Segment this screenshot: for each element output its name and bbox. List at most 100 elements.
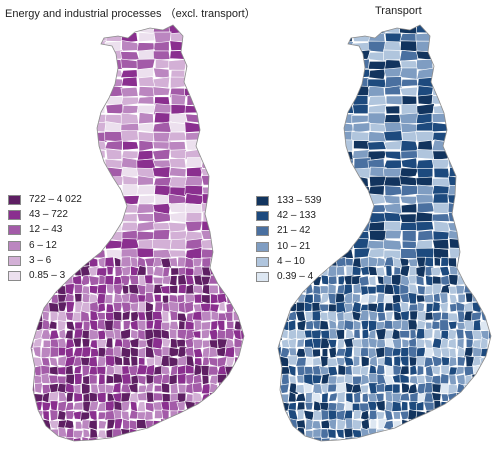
municipality-region bbox=[360, 384, 370, 394]
municipality-region bbox=[287, 149, 306, 161]
municipality-region bbox=[121, 40, 140, 52]
municipality-region bbox=[120, 346, 132, 359]
municipality-region bbox=[479, 58, 491, 70]
municipality-region bbox=[105, 58, 124, 71]
municipality-region bbox=[320, 33, 339, 43]
municipality-region bbox=[57, 67, 74, 79]
municipality-region bbox=[121, 310, 131, 321]
municipality-region bbox=[170, 76, 187, 89]
municipality-region bbox=[216, 168, 236, 178]
municipality-region bbox=[201, 202, 219, 213]
municipality-region bbox=[48, 356, 59, 368]
municipality-region bbox=[457, 356, 466, 367]
municipality-region bbox=[480, 67, 491, 80]
municipality-region bbox=[480, 265, 490, 277]
municipality-region bbox=[168, 176, 188, 188]
municipality-region bbox=[352, 238, 371, 249]
municipality-region bbox=[105, 284, 116, 295]
municipality-region bbox=[136, 184, 156, 196]
municipality-region bbox=[278, 94, 290, 106]
municipality-region bbox=[289, 175, 306, 186]
municipality-region bbox=[32, 438, 44, 441]
municipality-region bbox=[463, 157, 483, 169]
municipality-region bbox=[233, 229, 244, 241]
municipality-region bbox=[416, 374, 426, 385]
municipality-region bbox=[104, 140, 123, 151]
municipality-region bbox=[439, 373, 450, 386]
municipality-region bbox=[303, 86, 323, 98]
municipality-region bbox=[463, 59, 483, 69]
municipality-region bbox=[120, 221, 140, 232]
municipality-region bbox=[81, 346, 92, 359]
municipality-region bbox=[89, 203, 107, 215]
municipality-region bbox=[335, 103, 355, 114]
municipality-region bbox=[144, 427, 154, 439]
municipality-region bbox=[72, 58, 91, 69]
municipality-region bbox=[73, 283, 83, 295]
municipality-region bbox=[208, 428, 219, 439]
municipality-region bbox=[399, 221, 419, 232]
municipality-region bbox=[192, 418, 204, 430]
municipality-region bbox=[384, 85, 401, 96]
municipality-region bbox=[216, 40, 236, 53]
municipality-region bbox=[399, 86, 418, 97]
municipality-region bbox=[104, 186, 122, 196]
municipality-region bbox=[353, 247, 371, 259]
municipality-region bbox=[233, 166, 244, 179]
municipality-region bbox=[447, 132, 465, 143]
municipality-region bbox=[137, 374, 147, 386]
municipality-region bbox=[479, 103, 491, 115]
municipality-region bbox=[479, 365, 490, 377]
municipality-region bbox=[216, 221, 235, 232]
municipality-region bbox=[432, 436, 443, 441]
municipality-region bbox=[152, 229, 171, 242]
municipality-region bbox=[233, 266, 242, 278]
municipality-region bbox=[487, 256, 491, 269]
municipality-region bbox=[162, 428, 172, 439]
municipality-region bbox=[152, 103, 172, 116]
municipality-region bbox=[136, 436, 148, 441]
municipality-region bbox=[145, 319, 155, 330]
municipality-region bbox=[432, 239, 450, 250]
municipality-region bbox=[304, 139, 323, 152]
municipality-region bbox=[367, 150, 387, 161]
municipality-region bbox=[448, 356, 458, 368]
municipality-region bbox=[49, 365, 59, 376]
municipality-region bbox=[152, 50, 171, 61]
municipality-region bbox=[433, 257, 441, 267]
municipality-region bbox=[400, 248, 418, 259]
municipality-region bbox=[471, 274, 482, 287]
municipality-region bbox=[391, 400, 402, 412]
municipality-region bbox=[216, 112, 236, 125]
municipality-region bbox=[337, 239, 355, 251]
municipality-region bbox=[200, 418, 211, 431]
municipality-region bbox=[439, 283, 451, 295]
municipality-region bbox=[216, 319, 226, 332]
municipality-region bbox=[433, 292, 441, 303]
municipality-region bbox=[225, 427, 236, 440]
municipality-region bbox=[352, 104, 369, 115]
municipality-region bbox=[464, 401, 475, 413]
municipality-region bbox=[80, 411, 91, 422]
municipality-region bbox=[352, 283, 363, 294]
municipality-region bbox=[479, 319, 491, 332]
municipality-region bbox=[449, 265, 459, 276]
municipality-region bbox=[337, 364, 347, 376]
municipality-region bbox=[194, 400, 204, 412]
municipality-region bbox=[40, 122, 60, 133]
municipality-region bbox=[41, 437, 52, 441]
municipality-region bbox=[481, 410, 491, 421]
municipality-region bbox=[447, 418, 458, 431]
municipality-region bbox=[384, 409, 394, 422]
municipality-region bbox=[345, 328, 355, 339]
municipality-region bbox=[178, 428, 187, 440]
country-border bbox=[30, 24, 245, 442]
municipality-region bbox=[232, 175, 244, 188]
municipality-region bbox=[383, 130, 403, 142]
municipality-region bbox=[448, 31, 467, 44]
municipality-region bbox=[185, 139, 203, 151]
municipality-region bbox=[463, 85, 483, 98]
municipality-region bbox=[353, 140, 370, 150]
municipality-region bbox=[233, 139, 244, 152]
municipality-region bbox=[280, 419, 291, 431]
